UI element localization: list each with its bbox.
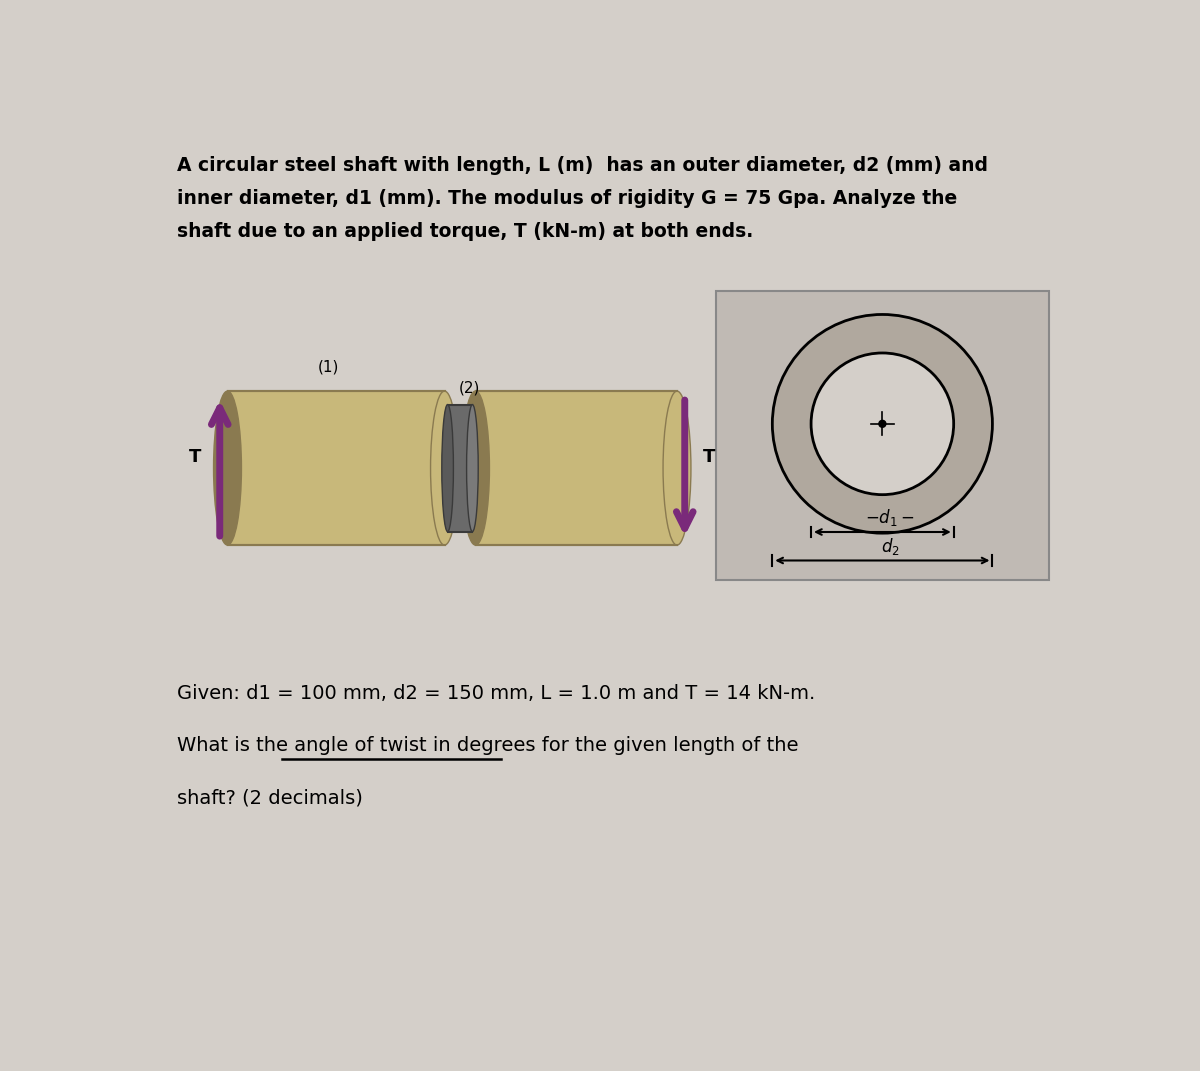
- Ellipse shape: [442, 405, 454, 531]
- Text: $d_2$: $d_2$: [881, 536, 900, 557]
- Text: A circular steel shaft with length, L (m)  has an outer diameter, d2 (mm) and: A circular steel shaft with length, L (m…: [178, 156, 988, 176]
- Text: inner diameter, d1 (mm). The modulus of rigidity G = 75 Gpa. Analyze the: inner diameter, d1 (mm). The modulus of …: [178, 190, 958, 209]
- Ellipse shape: [431, 391, 458, 545]
- Text: $-d_1-$: $-d_1-$: [865, 508, 916, 528]
- Text: (1): (1): [318, 359, 338, 374]
- Text: shaft due to an applied torque, T (kN-m) at both ends.: shaft due to an applied torque, T (kN-m)…: [178, 223, 754, 241]
- Ellipse shape: [214, 391, 241, 545]
- Bar: [715, 291, 1049, 579]
- Bar: [475, 391, 677, 545]
- Text: What is the angle of twist in degrees for the given length of the: What is the angle of twist in degrees fo…: [178, 736, 799, 755]
- Text: Given: d1 = 100 mm, d2 = 150 mm, L = 1.0 m and T = 14 kN-m.: Given: d1 = 100 mm, d2 = 150 mm, L = 1.0…: [178, 683, 815, 703]
- Bar: [448, 405, 473, 531]
- Ellipse shape: [664, 391, 691, 545]
- Text: T: T: [703, 448, 715, 466]
- Ellipse shape: [467, 405, 479, 531]
- Text: (2): (2): [458, 380, 480, 395]
- Text: shaft? (2 decimals): shaft? (2 decimals): [178, 788, 364, 808]
- Ellipse shape: [462, 391, 490, 545]
- Circle shape: [773, 315, 992, 533]
- Circle shape: [878, 420, 886, 427]
- Bar: [228, 391, 444, 545]
- Text: T: T: [188, 448, 202, 466]
- Circle shape: [811, 353, 954, 495]
